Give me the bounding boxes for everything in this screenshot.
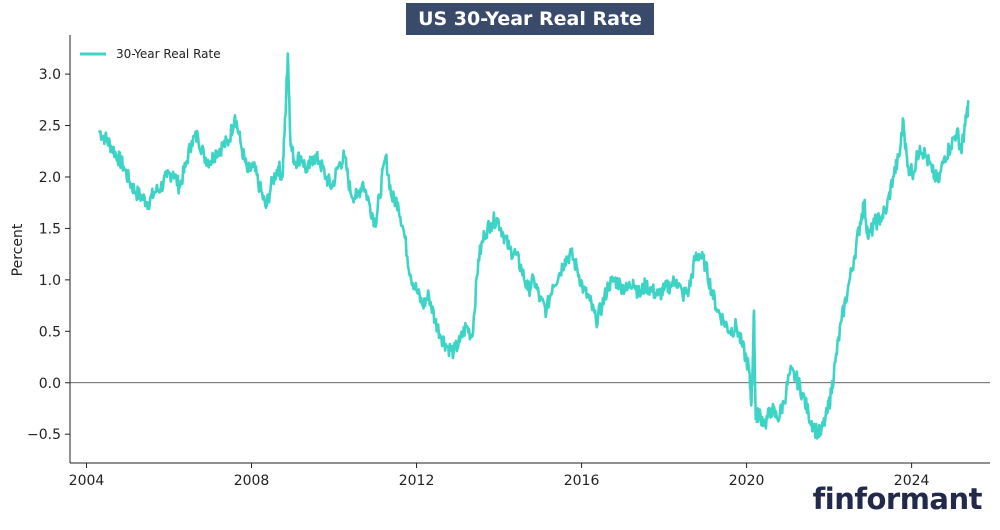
x-tick-label: 2016 [564,473,600,489]
x-tick-label: 2024 [894,473,930,489]
legend: 30-Year Real Rate [80,47,221,61]
brand-logo: finformant [812,482,983,516]
x-tick-label: 2020 [729,473,765,489]
x-tick-label: 2008 [234,473,270,489]
chart-title: US 30-Year Real Rate [406,3,654,35]
y-tick-label: 3.0 [39,67,61,83]
y-tick-label: 2.5 [39,119,61,135]
y-tick-label: 1.5 [39,221,61,237]
y-axis-label: Percent [10,223,26,276]
x-tick-label: 2012 [399,473,435,489]
y-tick-label: 0.0 [39,376,61,392]
legend-label: 30-Year Real Rate [116,47,221,61]
x-tick-label: 2004 [69,473,105,489]
series-line-30-year-real-rate [97,52,970,440]
y-tick-label: 0.5 [39,324,61,340]
y-tick-label: 2.0 [39,170,61,186]
y-tick-label: −0.5 [27,427,61,443]
y-tick-label: 1.0 [39,273,61,289]
